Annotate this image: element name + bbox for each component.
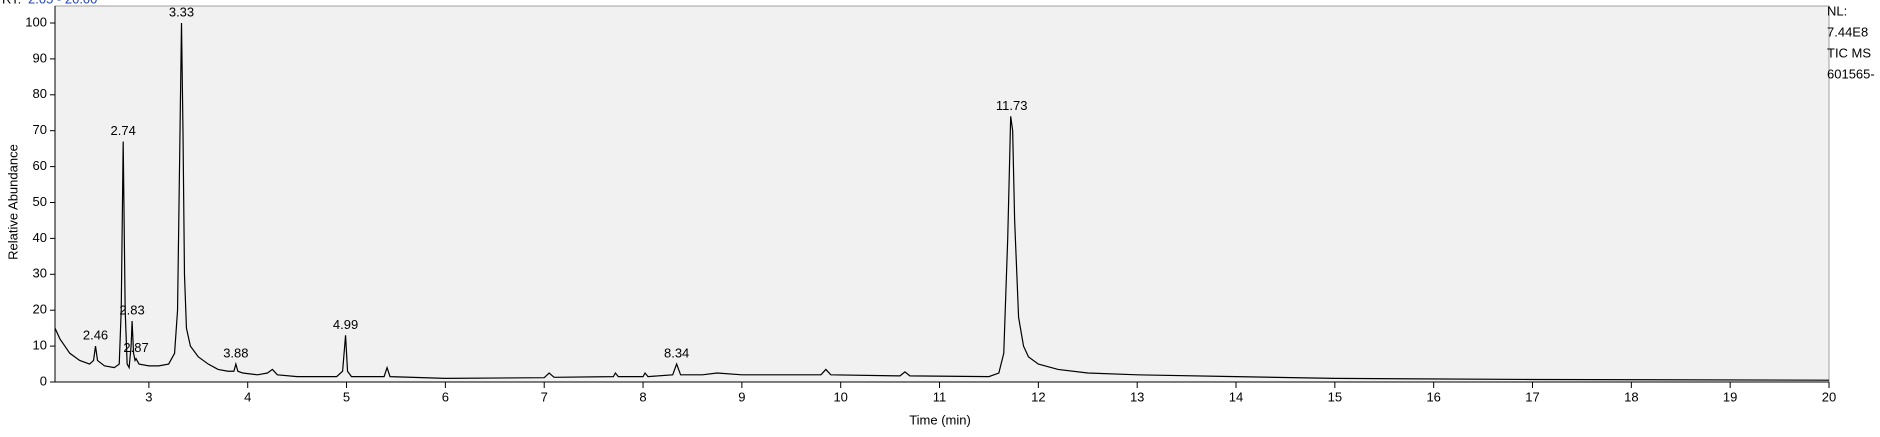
y-tick-label: 90: [33, 50, 47, 65]
peak-label: 2.46: [83, 328, 108, 343]
x-tick-label: 8: [639, 389, 646, 404]
x-tick-label: 5: [343, 389, 350, 404]
plot-area: [54, 5, 1830, 383]
peak-label: 4.99: [333, 317, 358, 332]
x-tick-label: 4: [244, 389, 251, 404]
peak-label: 3.33: [169, 4, 194, 19]
x-tick-label: 16: [1426, 389, 1440, 404]
x-tick-label: 10: [833, 389, 847, 404]
y-tick-label: 20: [33, 302, 47, 317]
x-tick-label: 19: [1723, 389, 1737, 404]
x-tick-label: 15: [1328, 389, 1342, 404]
side-label: 7.44E8: [1827, 24, 1868, 39]
y-axis-label: Relative Abundance: [5, 144, 20, 260]
side-label: 601565-: [1827, 66, 1875, 81]
x-tick-label: 13: [1130, 389, 1144, 404]
y-tick-label: 60: [33, 158, 47, 173]
peak-label: 2.83: [119, 302, 144, 317]
x-tick-label: 7: [541, 389, 548, 404]
x-tick-label: 20: [1822, 389, 1836, 404]
trace: [54, 22, 1830, 381]
y-tick-label: 70: [33, 122, 47, 137]
y-tick-label: 40: [33, 230, 47, 245]
y-tick-label: 50: [33, 194, 47, 209]
y-tick-label: 0: [40, 373, 47, 388]
peak-label: 11.73: [996, 98, 1028, 113]
peak-label: 2.87: [123, 340, 148, 355]
x-axis-label: Time (min): [909, 412, 971, 427]
x-tick-label: 9: [738, 389, 745, 404]
x-tick-label: 11: [933, 389, 947, 404]
side-label: TIC MS: [1827, 45, 1871, 60]
x-tick-label: 17: [1525, 389, 1539, 404]
side-label: NL:: [1827, 3, 1847, 18]
peak-label: 8.34: [664, 345, 689, 360]
peak-label: 3.88: [223, 345, 248, 360]
x-tick-label: 12: [1031, 389, 1045, 404]
peak-label: 2.74: [111, 123, 136, 138]
x-tick-label: 14: [1229, 389, 1243, 404]
y-tick-label: 30: [33, 266, 47, 281]
x-tick-label: 3: [145, 389, 152, 404]
rt-range: 2.05 - 20.00: [28, 0, 97, 6]
y-tick-label: 80: [33, 86, 47, 101]
x-tick-label: 18: [1624, 389, 1638, 404]
y-tick-label: 100: [25, 14, 47, 29]
y-tick-label: 10: [33, 338, 47, 353]
rt-label: RT:: [2, 0, 21, 6]
x-tick-label: 6: [442, 389, 449, 404]
